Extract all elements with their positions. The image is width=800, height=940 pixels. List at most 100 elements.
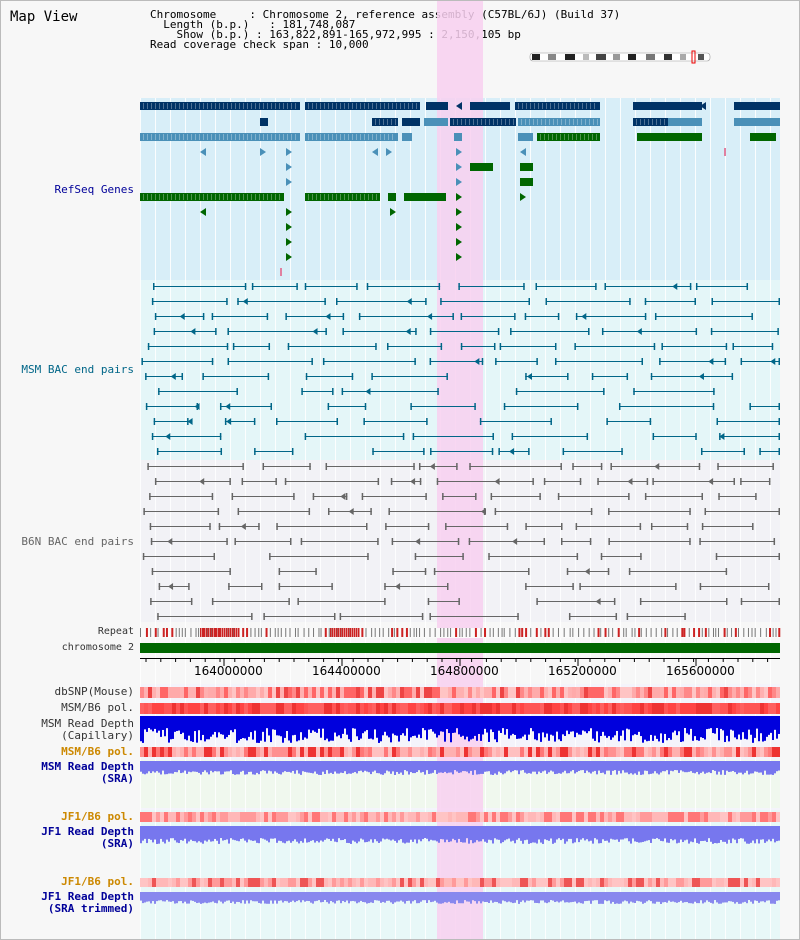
jf1-depth-sra-bar (636, 826, 638, 842)
msm-bac-end (633, 388, 635, 395)
jf1-pol2-cell (328, 878, 332, 887)
jf1-depth-trim-bar (146, 892, 148, 902)
msm-depth-cap-bar (210, 716, 212, 737)
track-label-msm-depth-sra[interactable]: MSM Read Depth (SRA) (41, 761, 134, 785)
repeat-track[interactable] (140, 628, 781, 638)
msm-bac-end (586, 433, 589, 440)
jf1-depth-sra-bar (228, 826, 230, 844)
track-label-repeat[interactable]: Repeat (97, 626, 134, 637)
jf1-pol-cell (620, 812, 624, 822)
msm-depth-cap-bar (490, 716, 492, 730)
msm-depth-cap-bar (240, 716, 242, 739)
jf1-pol-cell (640, 812, 644, 822)
track-label-jf1-pol-1[interactable]: JF1/B6 pol. (61, 810, 134, 823)
jf1-pol2-cell (460, 878, 464, 887)
msm-depth-cap-bar (406, 716, 408, 729)
track-label-msm-pol-2[interactable]: MSM/B6 pol. (61, 745, 134, 758)
jf1-depth-sra-bar (164, 826, 166, 844)
jf1-depth-trim-bar (610, 892, 612, 904)
jf1-depth-trim-bar (320, 892, 322, 903)
msm-pol2-cell (480, 747, 484, 757)
jf1-depth-trim-bar (282, 892, 284, 903)
msm-pol2-cell (192, 747, 196, 757)
dbsnp-cell (488, 687, 492, 698)
jf1-depth-sra-line1: JF1 Read Depth (41, 825, 134, 838)
repeat-element (683, 628, 686, 637)
jf1-pol2-cell (556, 878, 560, 887)
chromosome-ideogram[interactable] (529, 50, 711, 64)
msm-depth-cap-bar (250, 716, 252, 733)
repeat-element (334, 628, 336, 637)
jf1-depth-trim-bar (702, 892, 704, 904)
jf1-depth-trim-bar (666, 892, 668, 903)
jf1-pol-cell (152, 812, 156, 822)
repeat-element (645, 628, 647, 637)
msm-depth-cap-bar (740, 716, 742, 740)
msm-pol2-cell (428, 747, 432, 757)
msm-depth-cap-bar (578, 716, 580, 735)
track-label-refseq[interactable]: RefSeq Genes (54, 183, 134, 196)
msm-depth-sra-bar (340, 761, 342, 773)
msm-depth-cap-bar (424, 716, 426, 731)
msm-pol-cell (276, 703, 280, 714)
msm-bac-features[interactable] (141, 283, 780, 455)
msm-bac-end (732, 343, 734, 350)
chromosome-bar[interactable] (140, 643, 780, 653)
jf1-pol2-cell (488, 878, 492, 887)
track-label-msm-depth-cap[interactable]: MSM Read Depth (Capillary) (41, 718, 134, 742)
jf1-depth-trim-bar (566, 892, 568, 903)
jf1-pol-cell (752, 812, 756, 822)
repeat-element (202, 628, 204, 637)
jf1-pol2-cell (228, 878, 232, 887)
msm-pol-cell (244, 703, 248, 714)
track-label-b6n-bac[interactable]: B6N BAC end pairs (21, 535, 134, 548)
msm-bac-end (700, 448, 703, 455)
jf1-depth-trim-bar (734, 892, 736, 904)
msm-pol2-cell (752, 747, 756, 757)
msm-bac-end (202, 313, 205, 320)
jf1-depth-trim-bar (744, 892, 746, 902)
msm-depth-sra-bar (634, 761, 636, 774)
refseq-gene-features[interactable] (140, 102, 780, 276)
b6n-bac-features[interactable] (142, 463, 780, 620)
msm-depth-cap-bar (760, 716, 762, 734)
jf1-depth-sra-bar (476, 826, 478, 841)
track-label-jf1-depth-trim[interactable]: JF1 Read Depth (SRA trimmed) (41, 891, 134, 915)
msm-pol-cell (444, 703, 448, 714)
msm-bac-end (603, 388, 605, 395)
highlight-region[interactable] (437, 0, 483, 940)
msm-depth-cap-bar (306, 716, 308, 739)
msm-pol-cell (452, 703, 456, 714)
msm-depth-cap-bar (452, 716, 454, 733)
repeat-element (214, 628, 216, 637)
track-label-msm-pol-1[interactable]: MSM/B6 pol. (61, 701, 134, 714)
msm-depth-sra-bar (704, 761, 706, 774)
repeat-element (246, 628, 249, 637)
jf1-pol-cell (772, 812, 776, 822)
b6n-bac-end (433, 568, 436, 575)
msm-pol-cell (720, 703, 724, 714)
jf1-depth-trim-bar (238, 892, 240, 903)
msm-bac-end (567, 373, 569, 380)
jf1-pol2-cell (560, 878, 564, 887)
jf1-depth-trim-bar (152, 892, 154, 902)
track-label-jf1-depth-sra[interactable]: JF1 Read Depth (SRA) (41, 826, 134, 850)
msm-bac-end (495, 358, 497, 365)
track-label-msm-bac[interactable]: MSM BAC end pairs (21, 363, 134, 376)
msm-depth-cap-bar (354, 716, 356, 729)
track-label-jf1-pol-2[interactable]: JF1/B6 pol. (61, 875, 134, 888)
repeat-element (358, 628, 360, 637)
track-label-dbsnp[interactable]: dbSNP(Mouse) (54, 685, 134, 698)
jf1-pol-cell (540, 812, 544, 822)
track-label-chromosome[interactable]: chromosome 2 (61, 642, 134, 653)
jf1-depth-trim-bar (498, 892, 500, 904)
jf1-depth-trim-bar (754, 892, 756, 901)
jf1-depth-sra-bar (580, 826, 582, 840)
jf1-depth-sra-bar (710, 826, 712, 842)
msm-bac-end (304, 433, 307, 440)
jf1-depth-sra-bar (344, 826, 346, 840)
jf1-depth-sra-bar (278, 826, 280, 841)
b6n-bac-end (468, 538, 471, 545)
